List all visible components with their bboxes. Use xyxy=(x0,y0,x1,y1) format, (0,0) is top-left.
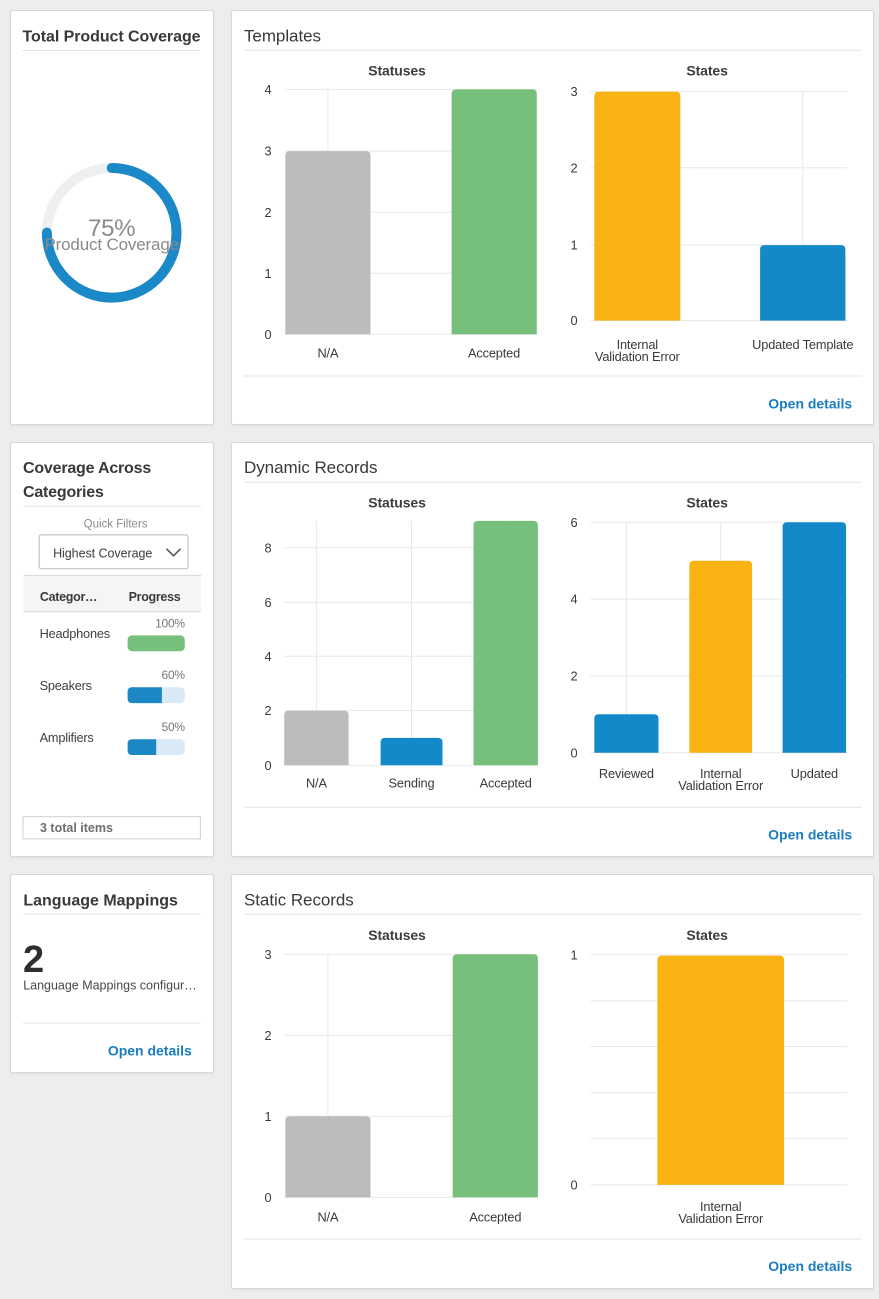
svg-text:Dynamic Records: Dynamic Records xyxy=(244,458,377,477)
svg-text:6: 6 xyxy=(570,515,577,530)
svg-text:Open details: Open details xyxy=(768,827,852,843)
svg-text:2: 2 xyxy=(264,205,271,220)
svg-text:Coverage Across: Coverage Across xyxy=(23,460,151,477)
svg-text:Statuses: Statuses xyxy=(368,495,426,511)
svg-text:Categor…: Categor… xyxy=(40,590,97,604)
svg-text:1: 1 xyxy=(264,1109,271,1124)
svg-text:75%: 75% xyxy=(88,215,135,242)
svg-text:Validation Error: Validation Error xyxy=(594,349,680,364)
svg-text:Open details: Open details xyxy=(768,1258,852,1274)
svg-text:Validation Error: Validation Error xyxy=(678,1211,764,1226)
svg-text:Total Product Coverage: Total Product Coverage xyxy=(23,28,201,45)
svg-text:Internal: Internal xyxy=(616,337,657,352)
svg-text:Open details: Open details xyxy=(768,396,852,412)
svg-text:3: 3 xyxy=(570,84,577,99)
svg-text:1: 1 xyxy=(570,948,577,963)
svg-text:3: 3 xyxy=(264,144,271,159)
svg-text:Reviewed: Reviewed xyxy=(598,766,653,781)
svg-text:Headphones: Headphones xyxy=(40,626,110,641)
svg-text:2: 2 xyxy=(264,704,271,719)
svg-text:Open details: Open details xyxy=(108,1043,192,1059)
svg-text:Quick Filters: Quick Filters xyxy=(84,519,148,531)
svg-text:3: 3 xyxy=(264,947,271,962)
svg-text:Language Mappings configur…: Language Mappings configur… xyxy=(23,979,197,993)
svg-text:Internal: Internal xyxy=(699,766,740,781)
svg-text:4: 4 xyxy=(264,649,271,664)
svg-text:2: 2 xyxy=(570,669,577,684)
svg-text:3 total items: 3 total items xyxy=(40,821,113,835)
svg-text:0: 0 xyxy=(264,758,271,773)
svg-text:Speakers: Speakers xyxy=(40,678,92,693)
svg-text:0: 0 xyxy=(570,313,577,328)
svg-text:2: 2 xyxy=(264,1028,271,1043)
svg-text:Sending: Sending xyxy=(388,776,434,791)
svg-text:60%: 60% xyxy=(162,669,186,683)
svg-text:0: 0 xyxy=(570,746,577,761)
svg-text:Internal: Internal xyxy=(700,1200,741,1215)
svg-text:Templates: Templates xyxy=(244,26,321,45)
svg-text:4: 4 xyxy=(264,82,271,97)
svg-text:N/A: N/A xyxy=(305,776,326,791)
svg-text:N/A: N/A xyxy=(317,345,338,360)
svg-text:0: 0 xyxy=(264,327,271,342)
svg-text:2: 2 xyxy=(570,160,577,175)
svg-text:1: 1 xyxy=(264,266,271,281)
svg-text:Categories: Categories xyxy=(23,484,104,501)
svg-text:States: States xyxy=(686,495,728,511)
svg-text:100%: 100% xyxy=(155,617,185,631)
svg-text:0: 0 xyxy=(570,1178,577,1193)
svg-text:Accepted: Accepted xyxy=(468,345,520,360)
svg-text:Updated: Updated xyxy=(790,766,837,781)
svg-text:Updated Template: Updated Template xyxy=(752,337,853,352)
svg-text:Validation Error: Validation Error xyxy=(678,778,764,793)
svg-text:4: 4 xyxy=(570,592,577,607)
svg-text:8: 8 xyxy=(264,541,271,556)
svg-text:Accepted: Accepted xyxy=(479,776,531,791)
svg-text:Progress: Progress xyxy=(129,590,181,604)
svg-text:N/A: N/A xyxy=(317,1210,338,1225)
svg-text:Accepted: Accepted xyxy=(469,1210,521,1225)
svg-text:2: 2 xyxy=(23,939,44,981)
svg-text:0: 0 xyxy=(264,1190,271,1205)
svg-text:Statuses: Statuses xyxy=(368,927,426,943)
svg-text:50%: 50% xyxy=(162,720,186,734)
svg-text:Highest Coverage: Highest Coverage xyxy=(53,547,152,561)
svg-text:Static Records: Static Records xyxy=(244,891,354,910)
svg-text:States: States xyxy=(686,63,728,79)
svg-text:Statuses: Statuses xyxy=(368,63,426,79)
svg-text:Language Mappings: Language Mappings xyxy=(23,893,178,910)
svg-text:Amplifiers: Amplifiers xyxy=(40,730,94,745)
svg-text:Product Coverage: Product Coverage xyxy=(44,235,179,254)
svg-text:1: 1 xyxy=(570,238,577,253)
svg-text:States: States xyxy=(686,927,728,943)
svg-text:6: 6 xyxy=(264,595,271,610)
